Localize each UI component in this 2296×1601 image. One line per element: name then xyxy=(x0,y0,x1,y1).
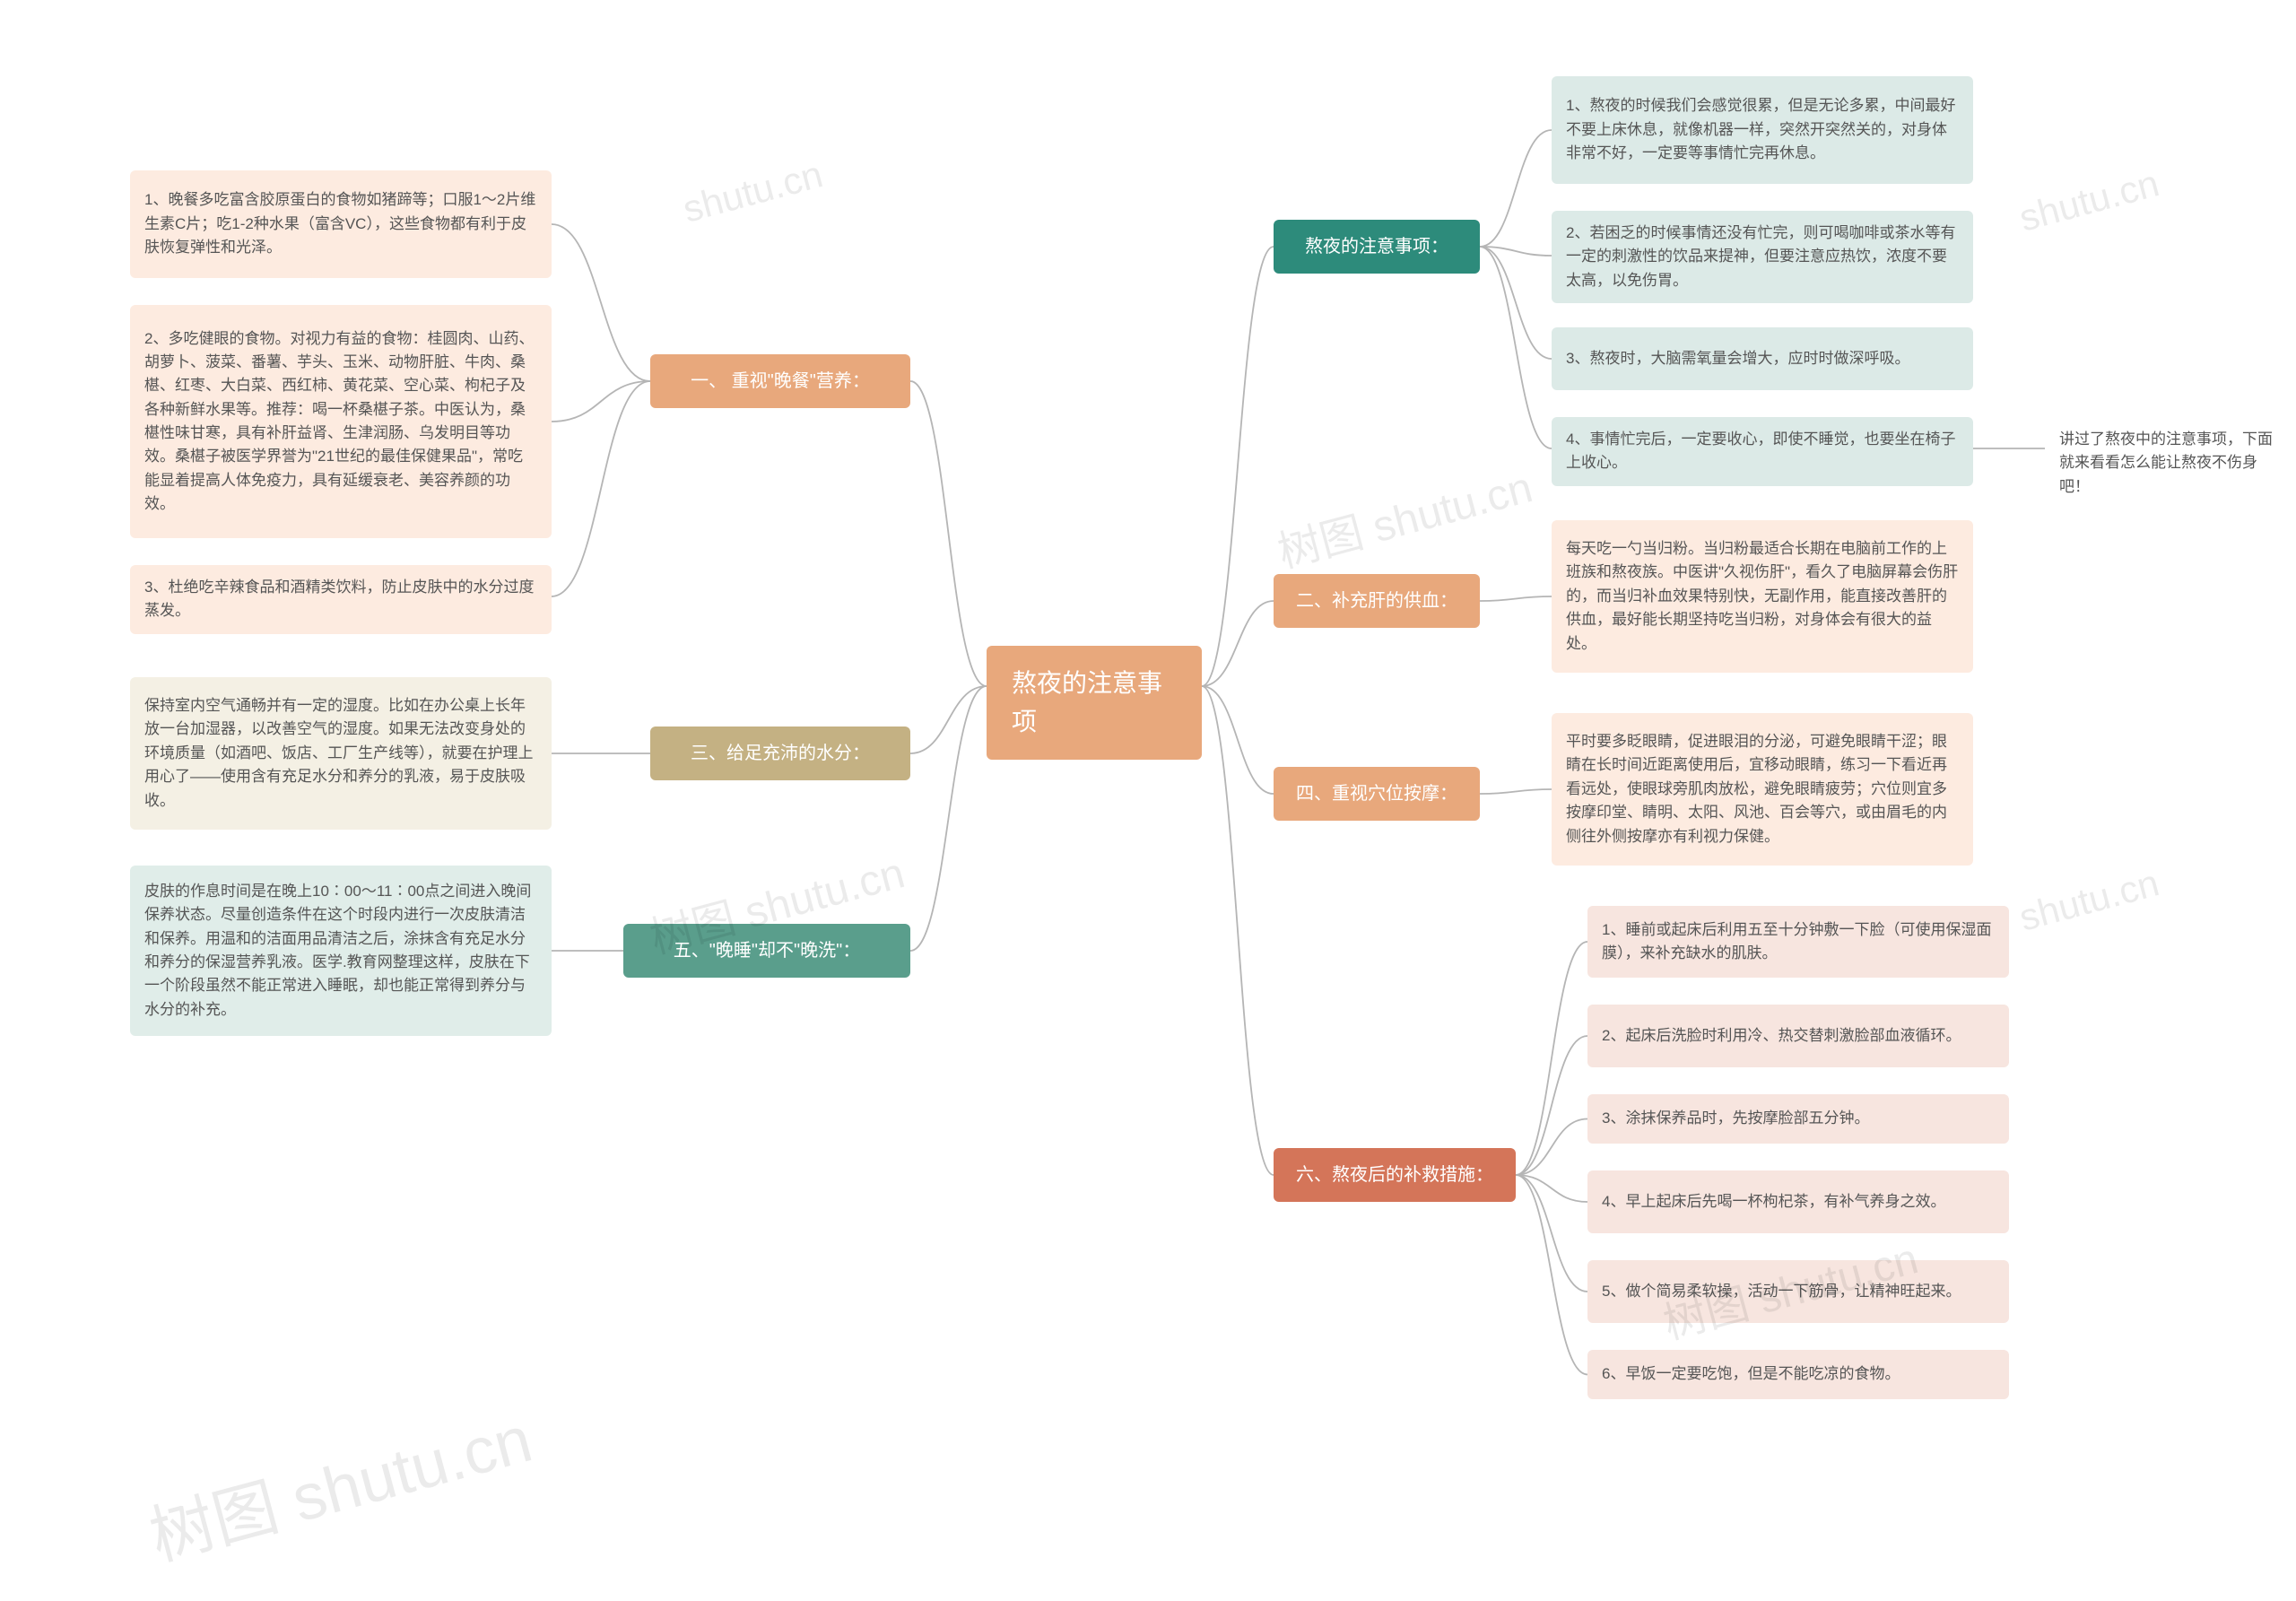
watermark: shutu.cn xyxy=(678,152,827,231)
leaf-r6-1: 2、起床后洗脸时利用冷、热交替刺激脸部血液循环。 xyxy=(1587,1005,2009,1067)
branch-r_notes: 熬夜的注意事项： xyxy=(1274,220,1480,274)
leaf-r_notes-0: 1、熬夜的时候我们会感觉很累，但是无论多累，中间最好不要上床休息，就像机器一样，… xyxy=(1552,76,1973,184)
watermark: shutu.cn xyxy=(2014,861,2163,939)
leaf-l1-1: 2、多吃健眼的食物。对视力有益的食物：桂圆肉、山药、胡萝卜、菠菜、番薯、芋头、玉… xyxy=(130,305,552,538)
branch-l1: 一、 重视"晚餐"营养： xyxy=(650,354,910,408)
branch-l3: 三、给足充沛的水分： xyxy=(650,727,910,780)
leaf-r4-0: 平时要多眨眼睛，促进眼泪的分泌，可避免眼睛干涩；眼睛在长时间近距离使用后，宜移动… xyxy=(1552,713,1973,866)
leaf-r_notes-2: 3、熬夜时，大脑需氧量会增大，应时时做深呼吸。 xyxy=(1552,327,1973,390)
leaf-r6-2: 3、涂抹保养品时，先按摩脸部五分钟。 xyxy=(1587,1094,2009,1144)
branch-r4: 四、重视穴位按摩： xyxy=(1274,767,1480,821)
watermark: shutu.cn xyxy=(2014,161,2163,239)
leaf-l3-0: 保持室内空气通畅并有一定的湿度。比如在办公桌上长年放一台加湿器，以改善空气的湿度… xyxy=(130,677,552,830)
leaf-r_notes-3: 4、事情忙完后，一定要收心，即使不睡觉，也要坐在椅子上收心。 xyxy=(1552,417,1973,486)
watermark: 树图 shutu.cn xyxy=(138,1386,541,1578)
leaf-r_notes-1: 2、若困乏的时候事情还没有忙完，则可喝咖啡或茶水等有一定的刺激性的饮品来提神，但… xyxy=(1552,211,1973,303)
leaf-l1-2: 3、杜绝吃辛辣食品和酒精类饮料，防止皮肤中的水分过度蒸发。 xyxy=(130,565,552,634)
leaf-r6-0: 1、睡前或起床后利用五至十分钟敷一下脸（可使用保湿面膜），来补充缺水的肌肤。 xyxy=(1587,906,2009,978)
watermark: 树图 shutu.cn xyxy=(1270,452,1538,580)
leaf-r6-4: 5、做个简易柔软操，活动一下筋骨，让精神旺起来。 xyxy=(1587,1260,2009,1323)
branch-r2: 二、补充肝的供血： xyxy=(1274,574,1480,628)
branch-l5: 五、"晚睡"却不"晚洗"： xyxy=(623,924,910,978)
leaf-r_notes-3-sub: 讲过了熬夜中的注意事项，下面就来看看怎么能让熬夜不伤身吧！ xyxy=(2045,417,2287,509)
leaf-l5-0: 皮肤的作息时间是在晚上10∶00～11∶00点之间进入晚间保养状态。尽量创造条件… xyxy=(130,866,552,1036)
leaf-r6-5: 6、早饭一定要吃饱，但是不能吃凉的食物。 xyxy=(1587,1350,2009,1399)
leaf-r6-3: 4、早上起床后先喝一杯枸杞茶，有补气养身之效。 xyxy=(1587,1170,2009,1233)
root-node: 熬夜的注意事项 xyxy=(987,646,1202,760)
branch-r6: 六、熬夜后的补救措施： xyxy=(1274,1148,1516,1202)
leaf-l1-0: 1、晚餐多吃富含胶原蛋白的食物如猪蹄等；口服1～2片维生素C片；吃1-2种水果（… xyxy=(130,170,552,278)
leaf-r2-0: 每天吃一勺当归粉。当归粉最适合长期在电脑前工作的上班族和熬夜族。中医讲"久视伤肝… xyxy=(1552,520,1973,673)
